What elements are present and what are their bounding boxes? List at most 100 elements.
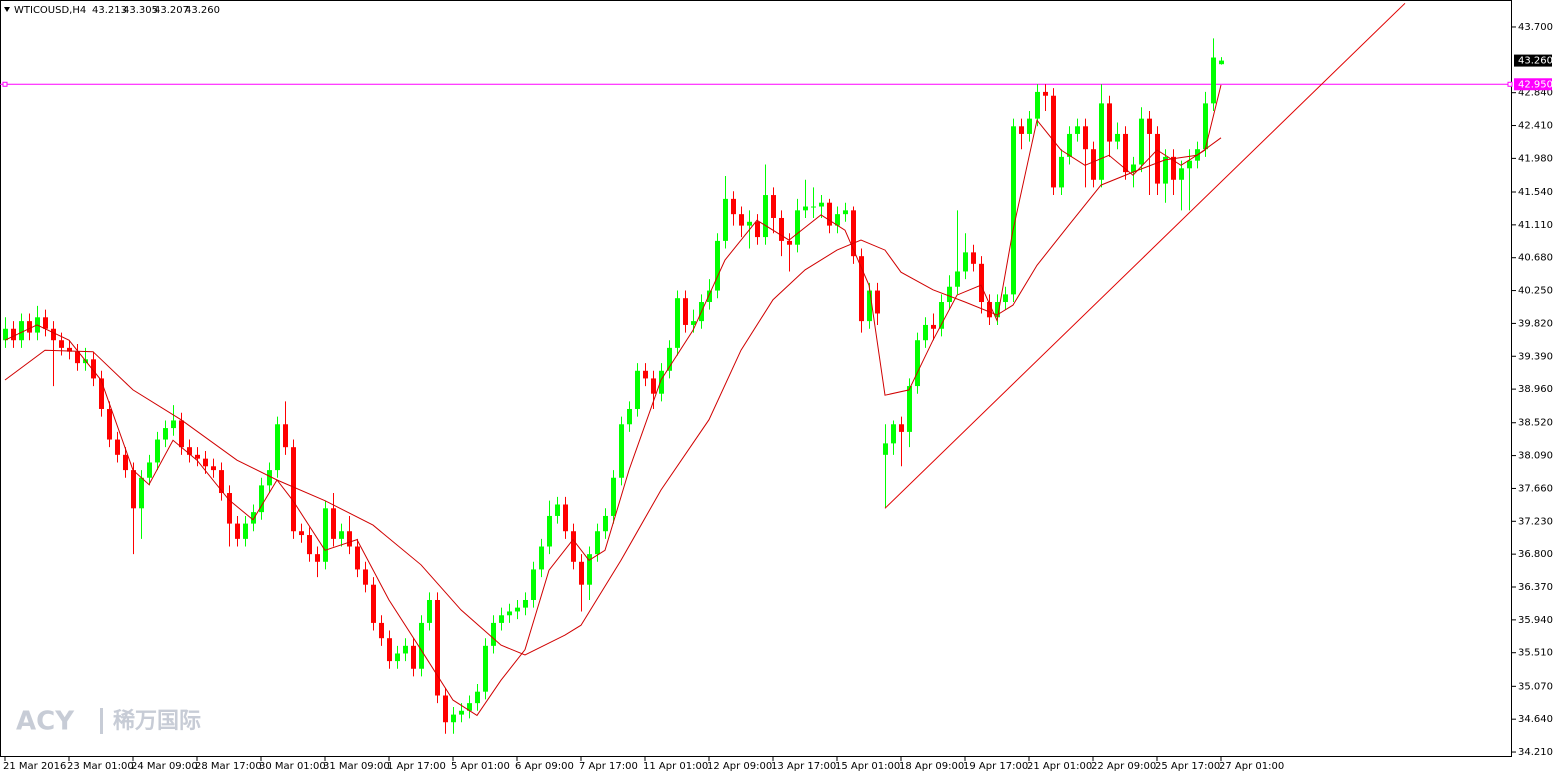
candle-body xyxy=(1019,126,1024,134)
y-tick-label: 34.210 xyxy=(1518,747,1553,758)
candle-body xyxy=(347,531,352,547)
candle-body xyxy=(1011,126,1016,295)
candle-body xyxy=(851,210,856,257)
candle-body xyxy=(379,622,384,639)
y-tick-label: 42.840 xyxy=(1518,88,1553,99)
candle-body xyxy=(891,424,896,444)
level-handle xyxy=(1507,81,1513,87)
candle-body xyxy=(755,221,760,238)
y-tick-label: 35.070 xyxy=(1518,681,1553,692)
trend-line xyxy=(884,2,1406,509)
candle-body xyxy=(243,523,248,539)
candle-body xyxy=(435,599,440,696)
candle-body xyxy=(1211,57,1216,104)
candle-body xyxy=(1099,103,1104,180)
candle-body xyxy=(91,359,96,379)
x-tick-label: 1 Apr 17:00 xyxy=(387,761,446,772)
x-tick-label: 11 Apr 01:00 xyxy=(643,761,708,772)
candle-body xyxy=(723,198,728,241)
candle-body xyxy=(11,328,16,341)
candle-body xyxy=(75,351,80,364)
x-tick-label: 7 Apr 17:00 xyxy=(579,761,638,772)
candle-body xyxy=(579,561,584,585)
candle-body xyxy=(779,217,784,241)
candle-body xyxy=(811,206,816,208)
candle-body xyxy=(635,370,640,409)
x-tick-label: 12 Apr 09:00 xyxy=(707,761,772,772)
candle-body xyxy=(331,508,336,539)
x-tick-label: 24 Mar 09:00 xyxy=(131,761,198,772)
candle-body xyxy=(1219,60,1224,65)
candle-body xyxy=(459,710,464,715)
y-tick-label: 35.510 xyxy=(1518,648,1553,659)
candle-body xyxy=(155,439,160,463)
y-tick-label: 36.800 xyxy=(1518,549,1553,560)
candle-body xyxy=(51,328,56,341)
candle-body xyxy=(1027,118,1032,134)
candle-body xyxy=(995,302,1000,318)
candle-body xyxy=(19,321,24,341)
candle-body xyxy=(147,462,152,478)
candle-body xyxy=(1131,164,1136,173)
symbol: WTICOUSD,H4 xyxy=(14,5,86,16)
candle-body xyxy=(667,347,672,371)
candle-body xyxy=(139,477,144,509)
candle-body xyxy=(475,691,480,704)
candle-body xyxy=(283,424,288,448)
candle-body xyxy=(747,221,752,226)
y-tick-label: 43.700 xyxy=(1518,22,1553,33)
candle-body xyxy=(395,653,400,662)
y-tick-label: 38.960 xyxy=(1518,384,1553,395)
candle-body xyxy=(67,347,72,352)
candle-body xyxy=(1059,156,1064,188)
candle-body xyxy=(875,290,880,314)
candle-body xyxy=(275,424,280,471)
watermark-divider xyxy=(100,708,103,734)
candle-body xyxy=(195,454,200,459)
candle-body xyxy=(547,515,552,547)
menu-arrow[interactable] xyxy=(4,7,10,12)
x-tick-label: 13 Apr 17:00 xyxy=(771,761,836,772)
candle-body xyxy=(315,554,320,562)
candle-body xyxy=(563,504,568,532)
candle-body xyxy=(771,195,776,218)
ohlc-close: 43.260 xyxy=(185,5,220,16)
candle-body xyxy=(595,531,600,555)
y-tick-label: 38.090 xyxy=(1518,451,1553,462)
candle-body xyxy=(1083,126,1088,150)
candle-body xyxy=(1203,103,1208,150)
candle-body xyxy=(859,256,864,322)
candle-body xyxy=(467,703,472,711)
candle-body xyxy=(235,523,240,539)
candle-body xyxy=(715,240,720,291)
candle-body xyxy=(523,599,528,608)
x-tick-label: 15 Apr 01:00 xyxy=(835,761,900,772)
x-tick-label: 6 Apr 09:00 xyxy=(515,761,574,772)
candle-body xyxy=(795,210,800,245)
candle-body xyxy=(451,714,456,723)
y-tick-label: 39.820 xyxy=(1518,318,1553,329)
candle-body xyxy=(731,198,736,215)
candle-body xyxy=(339,531,344,539)
candle-body xyxy=(1075,126,1080,134)
candle-body xyxy=(1003,294,1008,303)
y-tick-label: 36.370 xyxy=(1518,582,1553,593)
candle-body xyxy=(491,622,496,646)
candle-body xyxy=(971,252,976,264)
candle-body xyxy=(1179,168,1184,180)
candle-body xyxy=(507,611,512,616)
ohlc-low: 43.207 xyxy=(154,5,189,16)
y-tick-label: 41.540 xyxy=(1518,187,1553,198)
candle-body xyxy=(603,515,608,532)
candle-body xyxy=(619,424,624,478)
candle-body xyxy=(763,195,768,238)
candle-body xyxy=(1115,133,1120,142)
candle-body xyxy=(555,504,560,516)
y-tick-label: 39.390 xyxy=(1518,351,1553,362)
candle-body xyxy=(907,386,912,432)
candle-body xyxy=(683,298,688,325)
x-tick-label: 23 Mar 01:00 xyxy=(67,761,134,772)
candle-body xyxy=(427,599,432,623)
x-tick-label: 30 Mar 01:00 xyxy=(259,761,326,772)
